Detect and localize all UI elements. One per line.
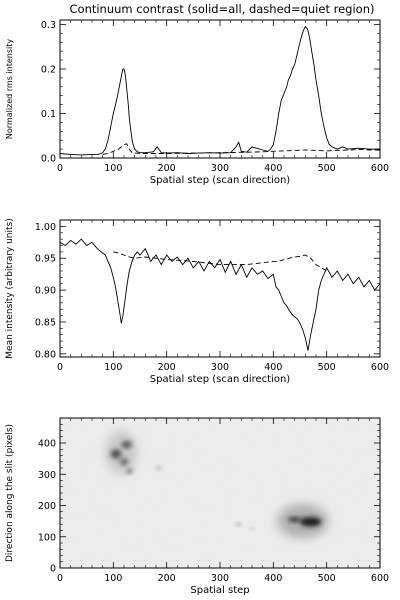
sunspot-umbra-4 [126,468,133,474]
x-axis-label: Spatial step [190,585,249,596]
slit-image [60,418,380,568]
figure-title: Continuum contrast (solid=all, dashed=qu… [70,2,375,16]
sunspot-penumbra-0 [105,430,138,475]
y-tick-label: 0.0 [41,154,56,165]
x-tick-label: 200 [158,362,176,373]
y-tick-label: 0.80 [35,349,56,360]
y-tick-label: 1.00 [35,222,56,233]
x-tick-label: 400 [264,362,282,373]
plot-frame [59,219,381,358]
x-tick-label: 0 [57,573,63,584]
y-tick-label: 0 [50,564,56,575]
sunspot-pore-9 [236,522,241,526]
series-line-solid [60,25,380,156]
x-tick-label: 600 [371,163,389,174]
rms-intensity-panel: 0 100 200 300 400 500 600 0.0 0.1 0.2 0.3 Spatial s… [5,19,389,186]
plot-frame [59,19,381,159]
sunspot-pore-10 [250,527,254,531]
y-tick-label: 400 [38,439,56,450]
x-tick-label: 300 [211,573,229,584]
x-tick-label: 300 [211,362,229,373]
sunspot-umbra-3 [119,458,129,466]
y-axis-label: Mean intensity (arbitrary units) [5,218,15,358]
x-tick-label: 100 [104,362,122,373]
y-tick-label: 100 [38,532,56,543]
x-tick-label: 500 [318,573,336,584]
x-axis-label: Spatial step (scan direction) [150,374,290,385]
x-tick-label: 100 [104,163,122,174]
sunspot-umbra-7 [300,517,322,527]
sunspot-umbra-1 [110,449,122,459]
x-tick-label: 0 [57,362,63,373]
x-tick-label: 300 [211,163,229,174]
y-tick-label: 0.1 [41,109,56,120]
series-line-solid [60,238,380,351]
y-tick-label: 200 [38,501,56,512]
sunspot-pore-5 [156,465,162,471]
x-tick-label: 600 [371,573,389,584]
x-tick-label: 400 [264,163,282,174]
slit-image-panel: 0 100 200 300 400 500 600 0 100 200 300 400 Spatial … [5,417,389,596]
y-tick-label: 0.90 [35,286,56,297]
y-tick-label: 300 [38,470,56,481]
y-tick-label: 0.2 [41,64,56,75]
y-axis-label: Normalized rms intensity [5,39,14,140]
y-tick-label: 0.85 [35,317,56,328]
y-tick-label: 0.3 [41,20,56,31]
x-tick-label: 600 [371,362,389,373]
x-tick-label: 500 [318,163,336,174]
x-tick-label: 400 [264,573,282,584]
y-tick-label: 0.95 [35,254,56,265]
sunspot-umbra-2 [121,440,132,449]
x-tick-label: 500 [318,362,336,373]
sunspot-umbra-8 [288,517,302,523]
x-tick-label: 0 [57,163,63,174]
x-tick-label: 200 [158,163,176,174]
x-axis-label: Spatial step (scan direction) [150,175,290,186]
x-tick-label: 100 [104,573,122,584]
mean-intensity-panel: 0 100 200 300 400 500 600 0.80 0.85 0.90 0.95 1.00 S… [5,218,389,385]
x-tick-label: 200 [158,573,176,584]
series-line-dashed [113,251,327,272]
y-axis-label: Direction along the slit (pixels) [5,424,15,562]
